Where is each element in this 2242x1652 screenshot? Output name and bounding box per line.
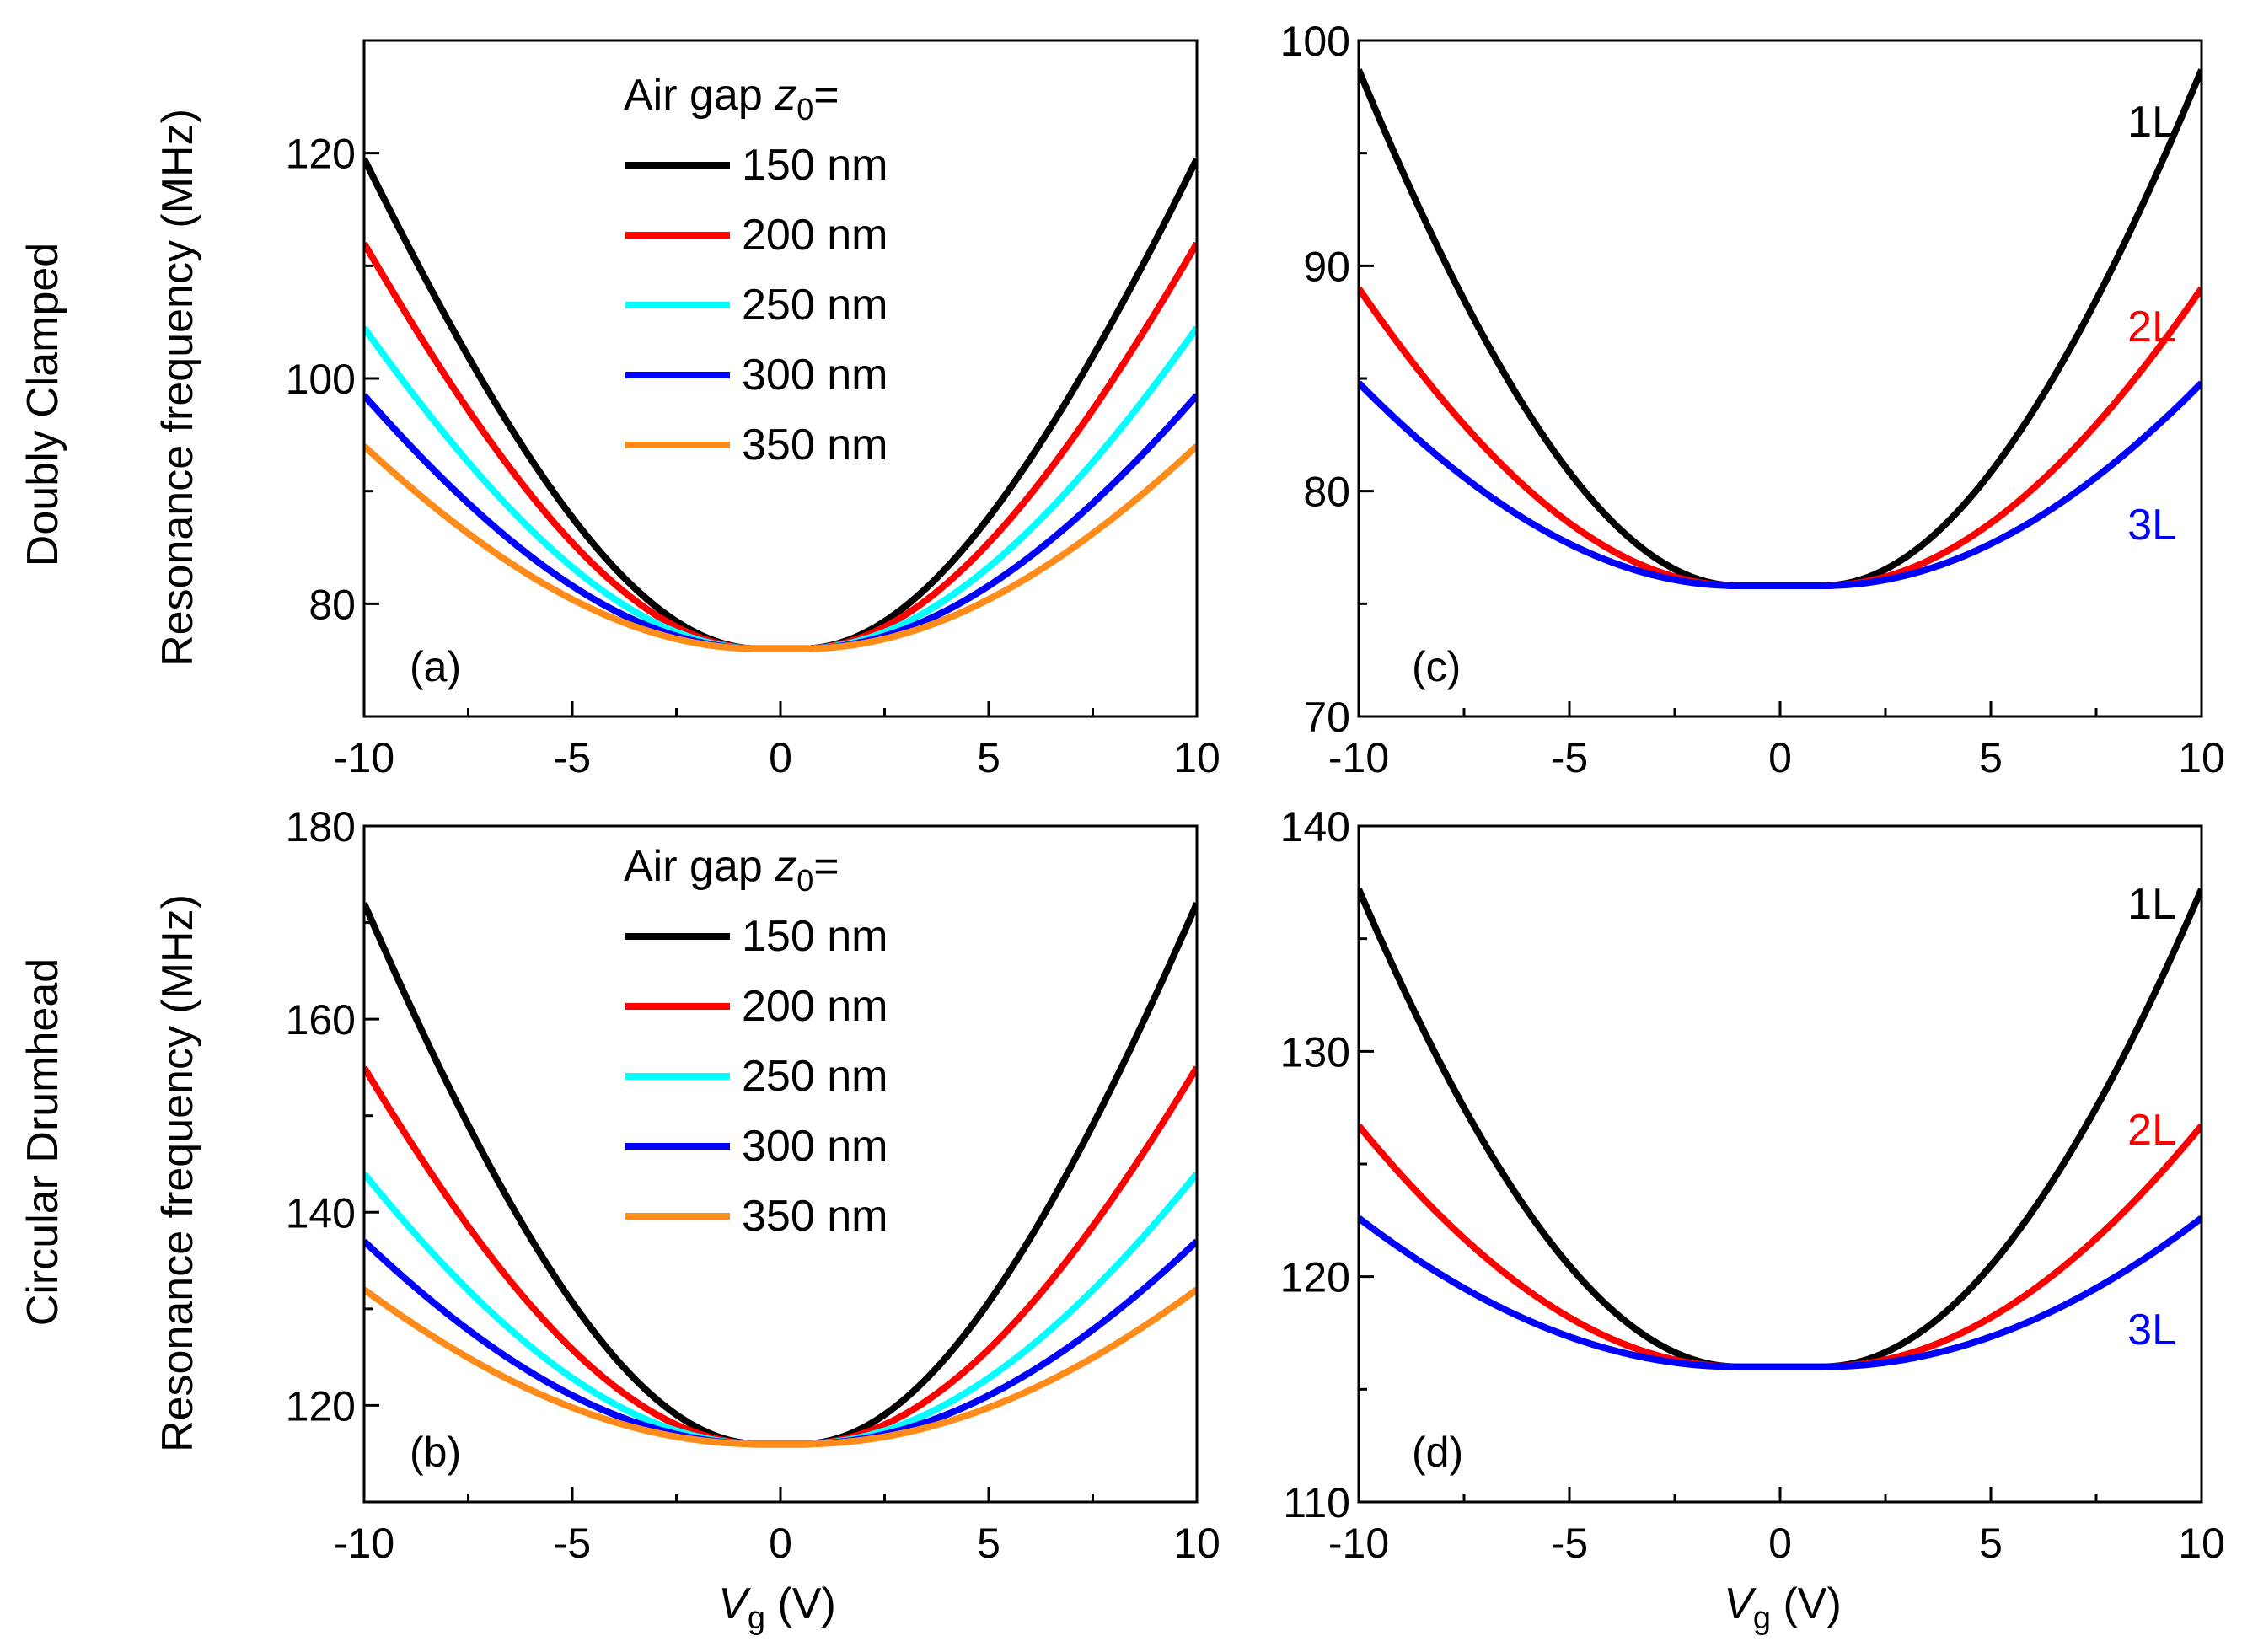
legend-entry: 250 nm — [742, 281, 888, 330]
legend-entry: 350 nm — [742, 1192, 888, 1241]
x-tick-label: 5 — [977, 734, 1000, 781]
legend-entry: 300 nm — [742, 1122, 888, 1171]
x-tick-label: 0 — [769, 734, 792, 781]
x-tick-label: 5 — [1979, 734, 2003, 781]
y-tick-label: 140 — [286, 1189, 356, 1236]
y-tick-label: 90 — [1303, 243, 1350, 290]
x-tick-label: 5 — [977, 1520, 1000, 1567]
series-line-d-2 — [1359, 1215, 2202, 1370]
x-tick-label: 0 — [1768, 734, 1792, 781]
legend-entry: 200 nm — [742, 211, 888, 260]
series-tag-d-1l: 1L — [2127, 880, 2176, 929]
panel-label-c: (c) — [1412, 643, 1461, 690]
ylabel-bottom: Resonance frequency (MHz) — [153, 894, 202, 1452]
panel-a: -10 -5 0 5 10 80 100 120 (a) Air gap z0= 150 nm 200… — [286, 39, 1220, 781]
y-tick-label: 140 — [1280, 803, 1350, 850]
panel-label-d: (d) — [1412, 1429, 1463, 1476]
xlabel-right: Vg (V) — [1724, 1580, 1842, 1636]
legend-title: Air gap z0= — [624, 71, 839, 126]
series-line-b-3 — [364, 1238, 1197, 1448]
x-tick-label: -5 — [1551, 734, 1588, 781]
series-tag-c-1l: 1L — [2127, 98, 2176, 147]
x-tick-label: -10 — [1328, 1520, 1389, 1567]
x-tick-label: 0 — [1768, 1520, 1792, 1567]
y-tick-label: 100 — [286, 356, 356, 403]
y-tick-label: 80 — [308, 581, 356, 628]
x-tick-label: -10 — [334, 1520, 394, 1567]
y-tick-label: 110 — [1283, 1479, 1350, 1526]
panel-label-b: (b) — [410, 1429, 461, 1476]
legend-entry: 150 nm — [742, 912, 888, 961]
legend-title: Air gap z0= — [624, 842, 839, 898]
legend-entry: 350 nm — [742, 421, 888, 469]
plot-frame — [1357, 824, 2203, 1504]
x-tick-label: 10 — [1173, 734, 1220, 781]
y-tick-label: 180 — [286, 803, 356, 850]
x-tick-label: -5 — [554, 734, 591, 781]
row-label-doubly-clamped: Doubly Clamped — [19, 243, 67, 566]
legend-b: Air gap z0= 150 nm 200 nm 250 nm 300 nm 350 n… — [624, 842, 888, 1241]
legend-a: Air gap z0= 150 nm 200 nm 250 nm 300 nm 350 n… — [624, 71, 888, 469]
x-tick-label: 10 — [1173, 1520, 1220, 1567]
panel-label-a: (a) — [410, 643, 461, 690]
y-tick-label: 70 — [1303, 694, 1350, 741]
legend-entry: 150 nm — [742, 141, 888, 190]
panel-b: -10 -5 0 5 10 120 140 160 180 (b) Air gap z0= 150 n… — [286, 803, 1220, 1567]
panel-d: -10 -5 0 5 10 110 120 130 140 (d) 1L 2L 3L — [1280, 803, 2225, 1567]
series-tag-d-2l: 2L — [2127, 1106, 2176, 1155]
x-tick-label: -5 — [554, 1520, 591, 1567]
series-line-c-2 — [1359, 380, 2202, 589]
panel-c: -10 -5 0 5 10 70 80 90 100 (c) 1L 2L 3L — [1280, 18, 2225, 781]
x-tick-label: -5 — [1551, 1520, 1588, 1567]
series-tag-c-2l: 2L — [2127, 303, 2176, 351]
series-line-a-4 — [364, 443, 1197, 652]
y-tick-label: 130 — [1280, 1028, 1350, 1075]
x-tick-label: -10 — [1328, 734, 1389, 781]
legend-entry: 300 nm — [742, 351, 888, 400]
series-line-b-4 — [364, 1286, 1197, 1448]
y-tick-label: 120 — [1280, 1254, 1350, 1301]
y-tick-label: 80 — [1303, 469, 1350, 516]
legend-entry: 250 nm — [742, 1052, 888, 1101]
series-line-d-1 — [1359, 1124, 2202, 1370]
x-tick-label: 5 — [1979, 1520, 2003, 1567]
series-tag-d-3l: 3L — [2127, 1306, 2176, 1354]
x-tick-label: 10 — [2178, 1520, 2225, 1567]
y-tick-label: 120 — [286, 131, 356, 178]
y-tick-label: 100 — [1280, 18, 1350, 65]
legend-entry: 200 nm — [742, 982, 888, 1031]
plot-frame — [1357, 39, 2203, 718]
series-tag-c-3l: 3L — [2127, 501, 2176, 550]
ylabel-top: Resonance frequency (MHz) — [153, 109, 202, 667]
x-tick-label: 0 — [769, 1520, 792, 1567]
series-line-c-0 — [1359, 68, 2202, 589]
x-tick-label: -10 — [334, 734, 394, 781]
y-tick-label: 120 — [286, 1382, 356, 1429]
series-line-d-0 — [1359, 888, 2202, 1370]
y-tick-label: 160 — [286, 996, 356, 1043]
xlabel-left: Vg (V) — [718, 1580, 836, 1636]
x-tick-label: 10 — [2178, 734, 2225, 781]
row-label-circular-drumhead: Circular Drumhead — [19, 958, 67, 1326]
